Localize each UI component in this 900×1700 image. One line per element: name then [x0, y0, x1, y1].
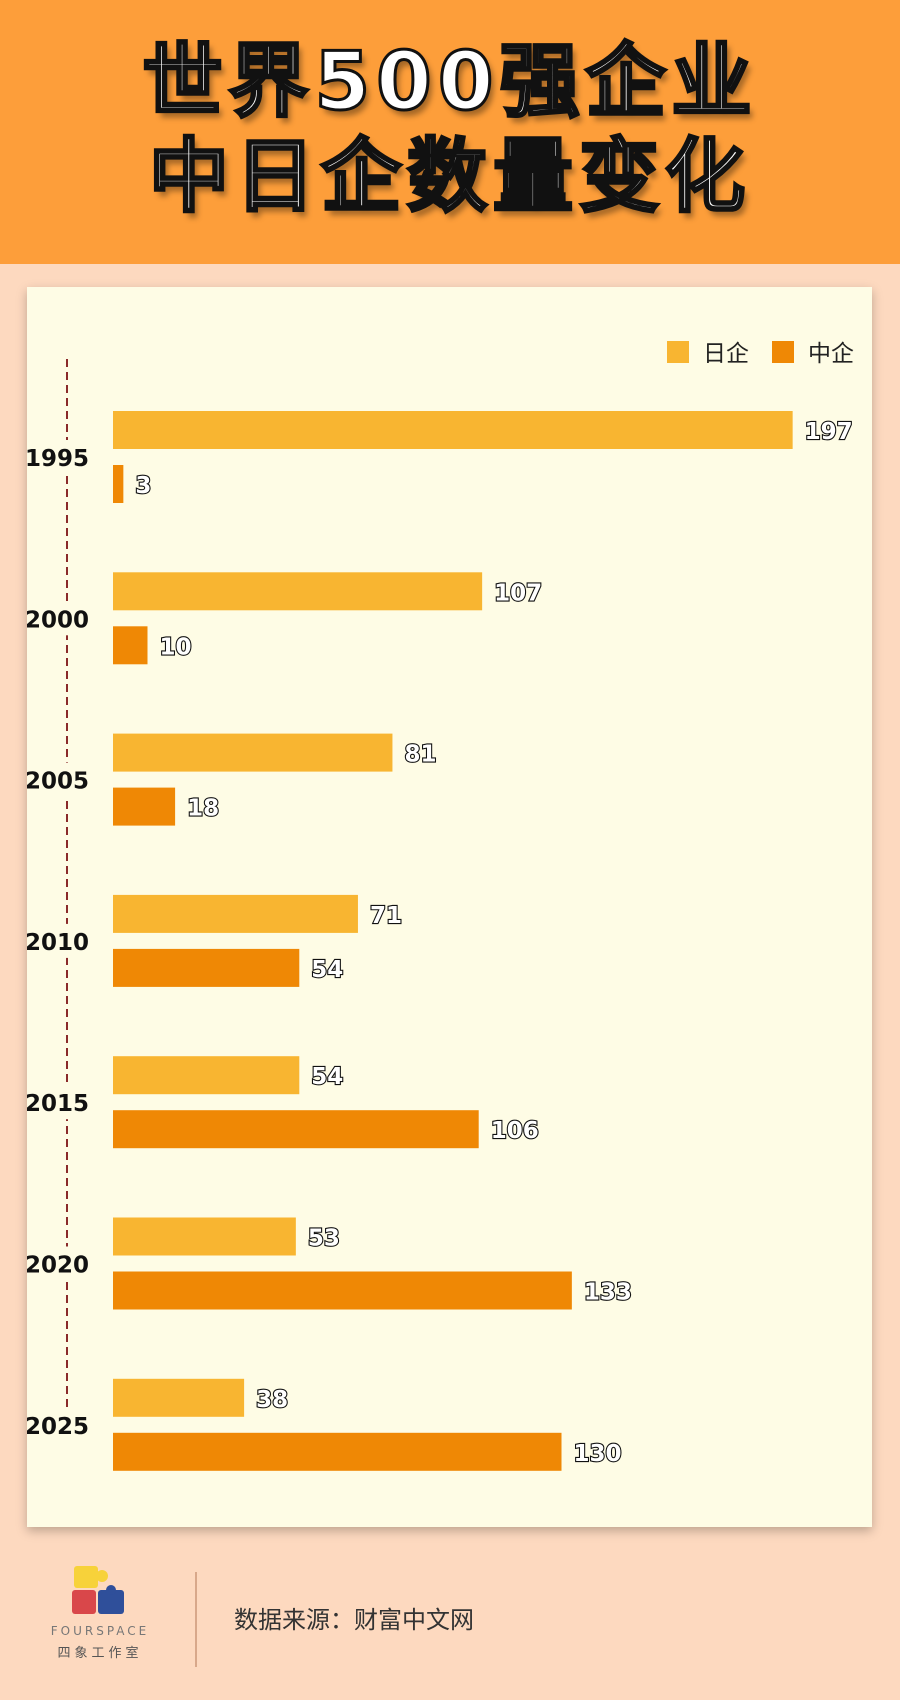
year-label-bg [35, 601, 103, 636]
year-label-bg [35, 923, 103, 958]
value-label-japan-2000: 107 [494, 580, 542, 606]
value-label-china-2000: 10 [160, 634, 192, 660]
year-label-2020: 2020 [27, 1253, 89, 1279]
bar-china-2010 [113, 948, 300, 987]
bar-japan-2000 [113, 572, 483, 611]
value-label-china-2005: 18 [187, 796, 219, 822]
bar-chart: 1995 197 3 2000 107 10 2005 81 18 2010 71 54 2015 54 1… [27, 341, 854, 1471]
bar-japan-2020 [113, 1217, 296, 1256]
logo-piece-red [72, 1590, 96, 1614]
year-label-2015: 2015 [27, 1091, 89, 1117]
logo-piece-blue [98, 1590, 124, 1614]
bar-china-2025 [113, 1432, 562, 1471]
value-label-japan-2005: 81 [404, 742, 436, 768]
value-label-china-2015: 106 [491, 1118, 539, 1144]
year-label-bg [35, 1085, 103, 1120]
bar-china-2015 [113, 1110, 479, 1149]
logo-piece-yellow [74, 1566, 98, 1588]
year-label-1995: 1995 [27, 446, 89, 472]
year-label-bg [35, 440, 103, 474]
year-label-2025: 2025 [27, 1414, 89, 1440]
page-title-line1: 世界500强企业 [141, 35, 758, 128]
year-label-bg [35, 762, 103, 797]
year-label-2000: 2000 [27, 607, 89, 633]
bar-china-2020 [113, 1271, 572, 1310]
chart-card: 1995 197 3 2000 107 10 2005 81 18 2010 71 54 2015 54 1… [27, 287, 872, 1527]
bar-japan-1995 [113, 411, 793, 449]
value-label-china-2020: 133 [584, 1280, 632, 1306]
value-label-china-2025: 130 [574, 1441, 622, 1467]
brand-name: FOURSPACE [50, 1624, 150, 1638]
year-label-bg [35, 1246, 103, 1281]
footer-divider [195, 1572, 197, 1667]
value-label-china-2010: 54 [311, 957, 343, 983]
page-title-line2: 中日企数量变化 [148, 130, 751, 223]
value-label-japan-2020: 53 [308, 1226, 340, 1252]
bar-china-2000 [113, 626, 148, 665]
fourspace-logo [40, 1560, 160, 1660]
bar-china-1995 [113, 465, 124, 503]
header-banner: 世界500强企业 中日企数量变化 [0, 0, 900, 264]
bar-japan-2015 [113, 1056, 300, 1095]
value-label-japan-2025: 38 [256, 1387, 288, 1413]
bar-china-2005 [113, 787, 176, 826]
bar-japan-2025 [113, 1378, 245, 1417]
year-label-2005: 2005 [27, 769, 89, 795]
year-label-bg [35, 1407, 103, 1442]
legend-label-japan: 日企 [703, 341, 749, 367]
bar-japan-2005 [113, 733, 393, 772]
bar-japan-2010 [113, 894, 358, 933]
value-label-japan-2015: 54 [311, 1064, 343, 1090]
legend-swatch-china [772, 341, 794, 363]
legend-swatch-japan [667, 341, 689, 363]
value-label-china-1995: 3 [135, 473, 151, 499]
legend-label-china: 中企 [808, 341, 854, 367]
value-label-japan-1995: 197 [805, 419, 853, 445]
value-label-japan-2010: 71 [370, 903, 402, 929]
year-label-2010: 2010 [27, 930, 89, 956]
data-source: 数据来源：财富中文网 [234, 1606, 474, 1634]
brand-name-cn: 四象工作室 [57, 1646, 143, 1661]
